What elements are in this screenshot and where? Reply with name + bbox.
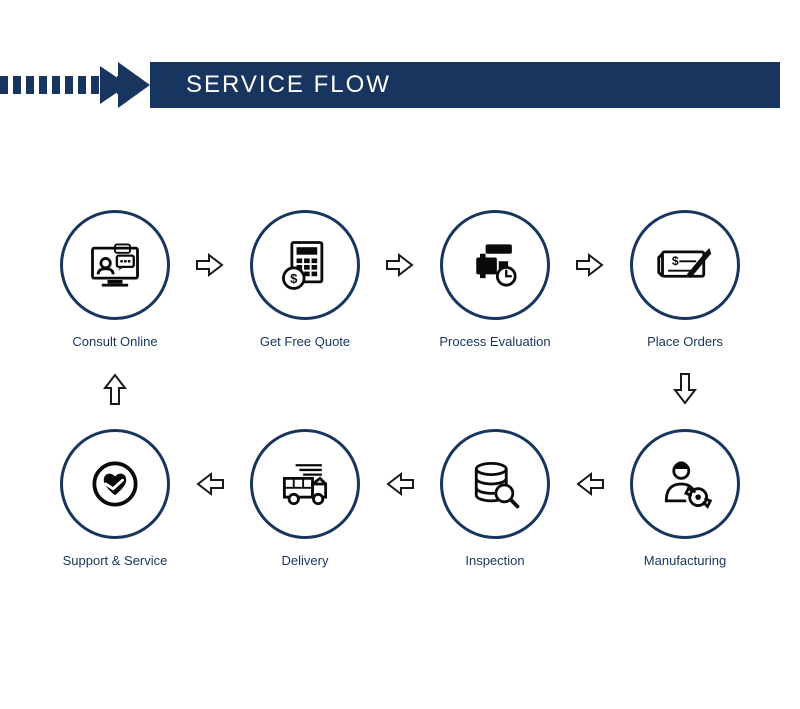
arrow-down-icon: [620, 359, 750, 419]
svg-text:$: $: [672, 254, 679, 268]
step-circle: [60, 210, 170, 320]
delivery-icon: [275, 454, 335, 514]
step-delivery: Delivery: [240, 429, 370, 568]
consult-icon: [85, 235, 145, 295]
step-manufacturing: Manufacturing: [620, 429, 750, 568]
arrow-right-icon: [575, 250, 605, 280]
step-circle: $: [630, 210, 740, 320]
step-get-free-quote: $ Get Free Quote: [240, 210, 370, 349]
header-title-banner: SERVICE FLOW: [150, 62, 780, 108]
step-label: Inspection: [465, 553, 524, 568]
svg-text:$: $: [290, 271, 298, 286]
quote-icon: $: [275, 235, 335, 295]
header-banner: SERVICE FLOW: [0, 62, 800, 108]
step-label: Manufacturing: [644, 553, 726, 568]
step-circle: [440, 210, 550, 320]
arrow-left-icon: [195, 469, 225, 499]
order-icon: $: [655, 235, 715, 295]
inspection-icon: [465, 454, 525, 514]
step-inspection: Inspection: [430, 429, 560, 568]
step-circle: [630, 429, 740, 539]
process-icon: [465, 235, 525, 295]
manufacturing-icon: [655, 454, 715, 514]
step-label: Support & Service: [63, 553, 168, 568]
step-label: Consult Online: [72, 334, 157, 349]
step-circle: [440, 429, 550, 539]
step-label: Place Orders: [647, 334, 723, 349]
arrow-up-icon: [50, 359, 180, 419]
support-icon: [85, 454, 145, 514]
step-support-service: Support & Service: [50, 429, 180, 568]
header-title: SERVICE FLOW: [186, 71, 391, 99]
step-place-orders: $ Place Orders: [620, 210, 750, 349]
step-label: Delivery: [282, 553, 329, 568]
flow-vertical-arrows: [50, 359, 750, 419]
arrow-right-icon: [385, 250, 415, 280]
step-circle: [60, 429, 170, 539]
step-label: Process Evaluation: [439, 334, 550, 349]
step-process-evaluation: Process Evaluation: [430, 210, 560, 349]
flow-row-top: Consult Online $ Get Free Quote: [50, 210, 750, 349]
flow-row-bottom: Support & Service: [50, 429, 750, 568]
arrow-left-icon: [575, 469, 605, 499]
step-circle: [250, 429, 360, 539]
step-label: Get Free Quote: [260, 334, 350, 349]
step-circle: $: [250, 210, 360, 320]
arrow-right-icon: [195, 250, 225, 280]
step-consult-online: Consult Online: [50, 210, 180, 349]
service-flow-diagram: Consult Online $ Get Free Quote: [50, 210, 750, 568]
arrow-left-icon: [385, 469, 415, 499]
